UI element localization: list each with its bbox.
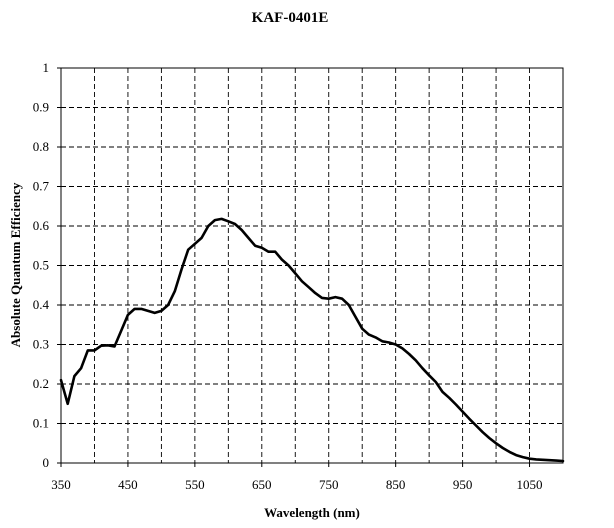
x-tick-label: 850 (386, 477, 406, 492)
chart-title: KAF-0401E (252, 10, 329, 26)
y-axis-label: Absolute Quantum Efficiency (8, 182, 23, 347)
x-tick-label: 750 (319, 477, 339, 492)
y-tick-label: 0.2 (33, 376, 49, 391)
qe-series-line (59, 217, 565, 463)
y-tick-labels: 0 0.1 0.2 0.3 0.4 0.5 0.6 0.7 0.8 0.9 1 (33, 60, 61, 470)
y-tick-label: 0.8 (33, 139, 49, 154)
x-tick-label: 450 (118, 477, 138, 492)
y-tick-label: 0.6 (33, 218, 50, 233)
grid (61, 68, 563, 463)
y-tick-label: 0.4 (33, 297, 50, 312)
y-tick-label: 0.3 (33, 337, 49, 352)
x-tick-label: 650 (252, 477, 272, 492)
x-tick-label: 350 (51, 477, 71, 492)
x-tick-labels: 350 450 550 650 750 850 950 1050 (51, 463, 543, 492)
x-tick-label: 550 (185, 477, 205, 492)
x-tick-label: 950 (453, 477, 473, 492)
y-tick-label: 0.9 (33, 100, 49, 115)
y-tick-label: 0.7 (33, 179, 50, 194)
y-tick-label: 1 (43, 60, 50, 75)
x-axis-label: Wavelength (nm) (264, 505, 360, 520)
y-tick-label: 0 (43, 455, 50, 470)
y-tick-label: 0.5 (33, 258, 49, 273)
series-layer (59, 217, 565, 463)
y-tick-label: 0.1 (33, 416, 49, 431)
x-tick-label: 1050 (517, 477, 543, 492)
